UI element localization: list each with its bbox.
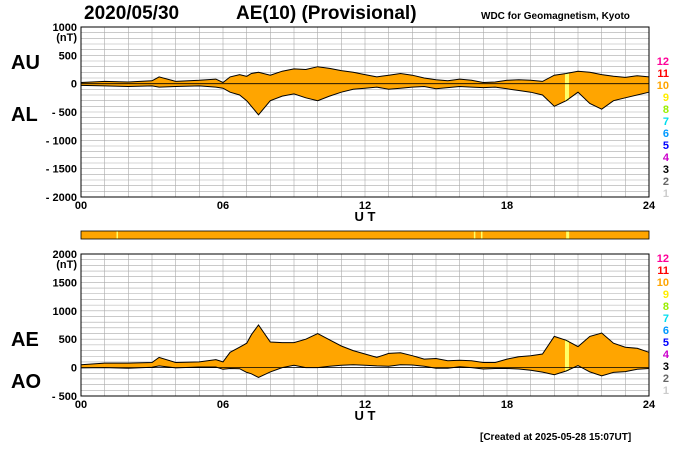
- au_al-highlight: [564, 73, 569, 101]
- au_al-xtick-label: 24: [643, 200, 656, 212]
- ae_ao-xtick-label: 06: [217, 399, 229, 411]
- coverage-highlight: [116, 231, 118, 239]
- ae_ao-legend-level: 8: [663, 301, 669, 313]
- au_al-legend-level: 10: [657, 80, 669, 92]
- ae_ao-ytick-label: 500: [59, 334, 77, 346]
- ae_ao-legend-level: 11: [657, 265, 669, 277]
- au_al-xtick-label: 00: [75, 200, 87, 212]
- au_al-legend-level: 12: [657, 56, 669, 68]
- au_al-ytick-label: 1000: [53, 22, 77, 34]
- au_al-legend-level: 3: [663, 164, 669, 176]
- au_al-xtick-label: 06: [217, 200, 229, 212]
- ae_ao-frame: [80, 253, 650, 397]
- ae_ao-xtick-label: 00: [75, 399, 87, 411]
- data-coverage-bar: [80, 230, 650, 240]
- ae_ao-legend-level: 4: [663, 349, 670, 361]
- ae_ao-ytick-label: 1000: [53, 306, 77, 318]
- ae_ao-ytick-label: 0: [71, 363, 77, 375]
- ae_ao-legend-level: 2: [663, 373, 669, 385]
- au_al-legend-level: 5: [663, 140, 669, 152]
- ae_ao-xaxis-label: U T: [355, 408, 376, 423]
- created-timestamp: [Created at 2025-05-28 15:07UT]: [480, 432, 632, 443]
- au_al-legend-level: 8: [663, 104, 669, 116]
- coverage-highlight: [566, 231, 570, 239]
- ae_ao-legend-level: 12: [657, 253, 669, 265]
- ao-label: AO: [11, 371, 41, 393]
- ae_ao-highlight: [564, 340, 569, 372]
- au_al-ytick-label: - 2000: [46, 192, 77, 204]
- au_al-ytick-label: 0: [71, 79, 77, 91]
- ae_ao-ytick-label: 2000: [53, 249, 77, 261]
- ae_ao-legend-level: 9: [663, 289, 669, 301]
- ae_ao-ytick-label: 1500: [53, 277, 77, 289]
- au_al-legend-level: 6: [663, 128, 669, 140]
- coverage-highlight: [480, 231, 483, 239]
- index-title: AE(10) (Provisional): [236, 3, 417, 24]
- coverage-highlight: [473, 231, 476, 239]
- ae_ao-legend-level: 6: [663, 325, 669, 337]
- ae-label: AE: [11, 329, 39, 351]
- ae_ao-band: [81, 325, 649, 378]
- ae_ao-legend-level: 10: [657, 277, 669, 289]
- ae_ao-unit-label: (nT): [56, 259, 77, 271]
- ae_ao-legend-level: 7: [663, 313, 669, 325]
- ae_ao-legend-level: 1: [663, 385, 669, 397]
- au_al-legend-level: 4: [663, 152, 670, 164]
- au_al-xaxis-label: U T: [355, 209, 376, 224]
- au_al-legend-level: 2: [663, 176, 669, 188]
- ae_ao-legend-level: 3: [663, 361, 669, 373]
- ae_ao-xtick-label: 18: [501, 399, 513, 411]
- au_al-ytick-label: - 1000: [46, 135, 77, 147]
- au_al-legend-level: 7: [663, 116, 669, 128]
- au_al-band: [81, 66, 649, 115]
- ae_ao-xtick-label: 24: [643, 399, 656, 411]
- au_al-legend-level: 1: [663, 188, 669, 200]
- au_al-unit-label: (nT): [56, 32, 77, 44]
- au_al-legend-level: 9: [663, 92, 669, 104]
- au_al-legend-level: 11: [657, 68, 669, 80]
- au_al-ytick-label: - 1500: [46, 164, 77, 176]
- au-series-line: [80, 66, 650, 84]
- au_al-xtick-label: 18: [501, 200, 513, 212]
- au_al-frame: [80, 26, 650, 198]
- ao-series-line: [80, 364, 650, 379]
- au_al-xtick-label: 12: [359, 200, 371, 212]
- al-label: AL: [11, 104, 38, 126]
- ae_ao-xtick-label: 12: [359, 399, 371, 411]
- wdc-label: WDC for Geomagnetism, Kyoto: [481, 11, 630, 22]
- date-title: 2020/05/30: [84, 3, 180, 24]
- al-series-line: [80, 84, 650, 116]
- au_al-ytick-label: - 500: [52, 107, 77, 119]
- au_al-ytick-label: 500: [59, 50, 77, 62]
- ae-series-line: [80, 324, 650, 366]
- au-label: AU: [11, 52, 40, 74]
- ae_ao-ytick-label: - 500: [52, 391, 77, 403]
- ae_ao-legend-level: 5: [663, 337, 669, 349]
